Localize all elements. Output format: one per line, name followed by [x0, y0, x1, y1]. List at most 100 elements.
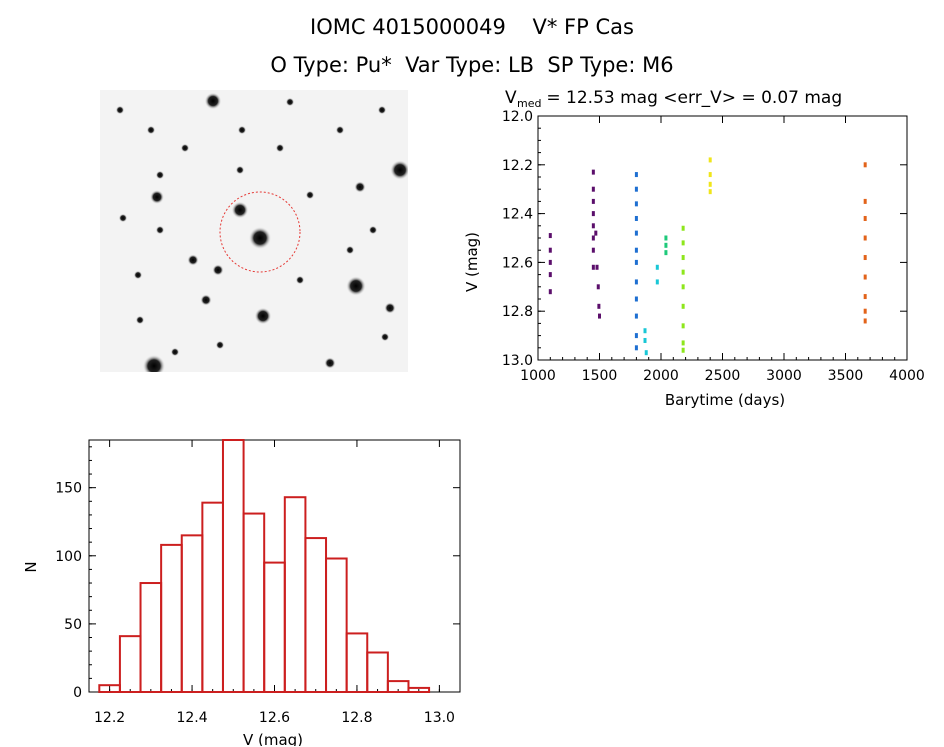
page-subtitle: O Type: Pu* Var Type: LB SP Type: M6	[270, 53, 674, 77]
light-curve-point	[863, 198, 867, 204]
histogram-xtick-label: 12.2	[94, 710, 125, 726]
finder-star	[200, 294, 212, 306]
finder-star	[254, 307, 272, 325]
finder-star	[155, 170, 165, 180]
light-curve-axes: 1000 1500 2000 2500 3000 3500 4000 12.0 12.2 12.4…	[502, 109, 925, 384]
light-curve-point	[664, 242, 668, 248]
light-curve-point	[681, 225, 685, 231]
histogram-ytick-label: 0	[73, 685, 82, 701]
light-curve-chart: V med = 12.53 mag <err_V> = 0.07 mag 100…	[463, 88, 925, 409]
light-curve-point	[664, 250, 668, 256]
light-curve-point	[634, 296, 638, 302]
finder-star	[354, 181, 366, 193]
light-curve-point	[634, 215, 638, 221]
light-curve-xtick-label: 3500	[828, 368, 864, 384]
light-curve-point	[863, 255, 867, 261]
finder-star	[135, 315, 145, 325]
light-curve-ytick-label: 12.8	[502, 304, 533, 320]
light-curve-ytick-label: 12.6	[502, 255, 533, 271]
finder-star	[146, 125, 156, 135]
light-curve-point	[681, 347, 685, 353]
light-curve-point	[708, 157, 712, 163]
finder-star	[380, 332, 390, 342]
light-curve-point	[681, 323, 685, 329]
histogram-bar	[366, 651, 389, 693]
light-curve-ytick-label: 12.4	[502, 207, 533, 223]
finder-star	[384, 302, 396, 314]
finder-star	[155, 225, 165, 235]
light-curve-xtick-label: 2500	[705, 368, 741, 384]
light-curve-point	[634, 333, 638, 339]
light-curve-point	[681, 255, 685, 261]
light-curve-point	[644, 350, 648, 356]
light-curve-point	[634, 313, 638, 319]
light-curve-point	[863, 318, 867, 324]
finder-star	[305, 190, 315, 200]
finder-star	[237, 125, 247, 135]
light-curve-point	[591, 235, 595, 241]
finder-star	[235, 165, 245, 175]
light-curve-title-text: = 12.53 mag <err_V> = 0.07 mag	[541, 88, 842, 108]
light-curve-point	[634, 186, 638, 192]
light-curve-point	[634, 172, 638, 178]
histogram-bar	[386, 680, 410, 694]
finder-star	[377, 105, 387, 115]
finder-star	[390, 160, 408, 180]
finder-star	[180, 143, 190, 153]
histogram-bar	[283, 496, 307, 693]
finder-star	[142, 354, 166, 372]
light-curve-point	[863, 162, 867, 168]
light-curve-point	[863, 215, 867, 221]
histogram-xlabel: V (mag)	[243, 731, 303, 746]
light-curve-point	[681, 284, 685, 290]
light-curve-point	[708, 172, 712, 178]
histogram-bar	[221, 439, 245, 693]
light-curve-point	[634, 259, 638, 265]
finder-star-field	[115, 92, 408, 372]
finder-star	[187, 254, 199, 266]
light-curve-point	[634, 345, 638, 351]
light-curve-point	[595, 264, 599, 270]
light-curve-title-v: V	[505, 88, 517, 108]
histogram-bar	[304, 537, 328, 694]
histogram-bar	[345, 632, 369, 694]
light-curve-ylabel: V (mag)	[463, 232, 481, 292]
finder-star	[133, 270, 143, 280]
finder-star	[346, 276, 366, 296]
finder-star	[115, 105, 125, 115]
light-curve-point	[548, 247, 552, 253]
light-curve-ytick-label: 12.2	[502, 158, 533, 174]
finder-star	[275, 143, 285, 153]
light-curve-point	[591, 198, 595, 204]
light-curve-title: V med = 12.53 mag <err_V> = 0.07 mag	[505, 88, 842, 110]
finder-star	[368, 225, 378, 235]
light-curve-xlabel: Barytime (days)	[665, 391, 785, 409]
light-curve-point	[681, 340, 685, 346]
finder-star	[204, 92, 222, 110]
target-circle	[219, 191, 301, 273]
histogram-bar	[201, 501, 224, 694]
light-curve-point	[634, 230, 638, 236]
light-curve-xtick-label: 1000	[520, 368, 556, 384]
light-curve-point	[596, 284, 600, 290]
light-curve-point	[548, 289, 552, 295]
histogram-xtick-label: 12.6	[259, 710, 290, 726]
light-curve-point	[597, 303, 601, 309]
histogram-bar	[180, 534, 204, 693]
histogram-axes: 12.2 12.4 12.6 12.8 13.0 0 50 100 150	[55, 439, 461, 726]
light-curve-ytick-label: 12.0	[502, 109, 533, 125]
light-curve-point	[708, 189, 712, 195]
light-curve-point	[591, 186, 595, 192]
light-curve-point	[708, 181, 712, 187]
light-curve-ytick-label: 13.0	[502, 353, 533, 369]
finder-star	[335, 125, 345, 135]
histogram-bar	[263, 561, 286, 693]
light-curve-point	[863, 308, 867, 314]
light-curve-point	[863, 274, 867, 280]
light-curve-xtick-label: 1500	[582, 368, 618, 384]
finder-star	[118, 213, 128, 223]
light-curve-point	[664, 235, 668, 241]
light-curve-point	[655, 264, 659, 270]
finder-star	[231, 201, 249, 219]
